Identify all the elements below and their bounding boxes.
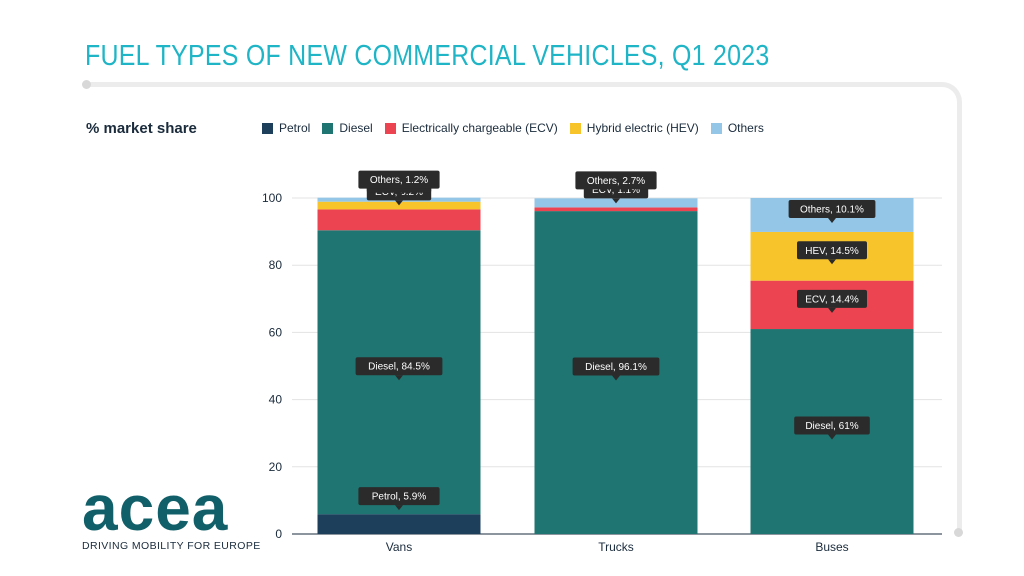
- legend-swatch-petrol: [262, 122, 273, 134]
- legend-item-others[interactable]: Others: [710, 121, 764, 135]
- data-label-text: ECV, 14.4%: [805, 294, 859, 305]
- legend-item-hev[interactable]: Hybrid electric (HEV): [569, 121, 699, 135]
- x-tick-label: Trucks: [598, 540, 634, 554]
- data-label-pointer: [395, 200, 403, 206]
- legend-item-petrol[interactable]: Petrol: [262, 121, 310, 135]
- data-label-buses-diesel: Diesel, 61%: [794, 416, 870, 440]
- frame-dot-left: [82, 80, 91, 89]
- legend-swatch-diesel: [322, 122, 334, 134]
- legend-label-others: Others: [727, 121, 764, 135]
- data-label-pointer: [395, 375, 403, 381]
- data-label-trucks-others: Others, 2.7%: [575, 171, 657, 195]
- data-label-pointer: [828, 434, 836, 440]
- data-label-pointer: [395, 188, 403, 194]
- chart-frame: [86, 82, 962, 534]
- data-label-box: [575, 171, 657, 190]
- data-label-pointer: [612, 375, 620, 381]
- data-label-box: [797, 241, 867, 260]
- data-label-text: HEV, 14.5%: [805, 246, 859, 257]
- legend-label-hev: Hybrid electric (HEV): [586, 121, 699, 135]
- y-tick-label: 20: [269, 460, 283, 474]
- bar-segment-vans-ecv[interactable]: [317, 209, 481, 231]
- bar-segment-trucks-ecv[interactable]: [534, 207, 698, 212]
- data-label-box: [358, 170, 440, 189]
- frame-dot-right: [954, 528, 963, 537]
- data-label-text: Diesel, 61%: [805, 421, 858, 432]
- y-axis-title: % market share: [86, 120, 197, 137]
- data-label-buses-hev: HEV, 14.5%: [797, 241, 867, 265]
- data-label-text: Others, 2.7%: [587, 176, 645, 187]
- legend-label-ecv: Electrically chargeable (ECV): [401, 121, 558, 135]
- data-label-buses-ecv: ECV, 14.4%: [797, 289, 867, 313]
- data-label-box: [572, 357, 660, 376]
- legend-swatch-ecv: [384, 122, 396, 134]
- y-tick-label: 100: [262, 191, 282, 205]
- data-label-text: Others, 1.2%: [370, 175, 428, 186]
- legend-item-ecv[interactable]: Electrically chargeable (ECV): [384, 121, 558, 135]
- data-label-pointer: [395, 192, 403, 198]
- data-label-vans-petrol: Petrol, 5.9%: [358, 487, 440, 511]
- logo-wordmark: acea: [82, 472, 229, 544]
- data-label-buses-others: Others, 10.1%: [788, 199, 876, 223]
- data-label-text: Others, 10.1%: [800, 204, 864, 215]
- chart-title: FUEL TYPES OF NEW COMMERCIAL VEHICLES, Q…: [85, 40, 770, 72]
- data-label-text: Petrol, 5.9%: [372, 492, 427, 503]
- legend-label-diesel: Diesel: [339, 121, 373, 135]
- y-tick-label: 80: [269, 258, 283, 272]
- data-label-pointer: [828, 259, 836, 265]
- data-label-trucks-diesel: Diesel, 96.1%: [572, 357, 660, 381]
- legend-label-petrol: Petrol: [279, 121, 311, 135]
- data-label-pointer: [612, 198, 620, 204]
- data-label-pointer: [828, 307, 836, 313]
- data-label-box: [794, 416, 870, 435]
- legend-item-diesel[interactable]: Diesel: [322, 121, 373, 135]
- legend-swatch-hev: [569, 122, 581, 134]
- data-label-vans-others: Others, 1.2%: [358, 170, 440, 194]
- data-label-pointer: [612, 189, 620, 195]
- bar-segment-vans-petrol[interactable]: [317, 514, 481, 534]
- data-label-vans-diesel: Diesel, 84.5%: [355, 357, 443, 381]
- data-label-text: Diesel, 96.1%: [585, 362, 647, 373]
- data-label-box: [355, 357, 443, 376]
- y-tick-label: 60: [269, 325, 283, 339]
- y-tick-label: 40: [269, 393, 283, 407]
- logo-tagline: DRIVING MOBILITY FOR EUROPE: [82, 540, 261, 552]
- x-tick-label: Vans: [386, 540, 412, 554]
- data-label-box: [797, 289, 867, 308]
- data-label-box: [788, 199, 876, 218]
- bar-segment-vans-hev[interactable]: [317, 201, 481, 210]
- y-tick-label: 0: [275, 527, 282, 541]
- data-label-text: Diesel, 84.5%: [368, 362, 430, 373]
- data-label-pointer: [395, 505, 403, 511]
- legend-swatch-others: [710, 122, 722, 134]
- x-tick-label: Buses: [815, 540, 848, 554]
- data-label-pointer: [828, 217, 836, 223]
- data-label-box: [358, 487, 440, 506]
- legend: Petrol Diesel Electrically chargeable (ECV…: [262, 121, 776, 135]
- acea-logo: acea DRIVING MOBILITY FOR EUROPE: [82, 472, 261, 552]
